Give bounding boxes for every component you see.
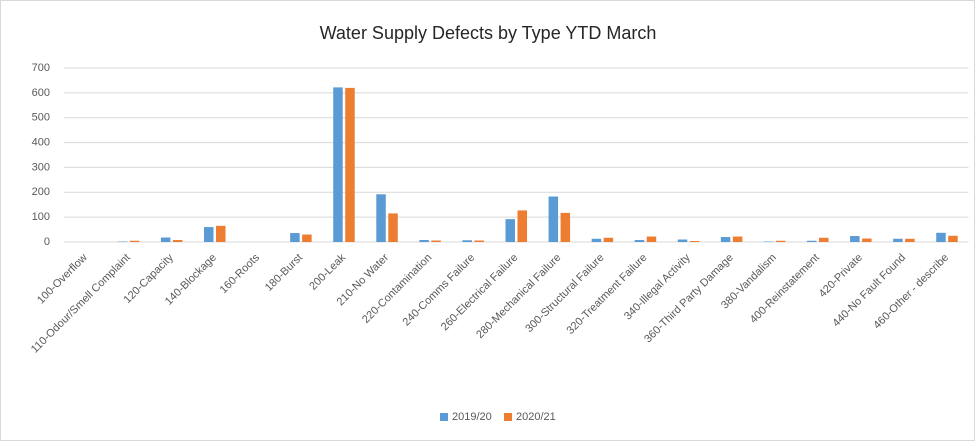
bar [204,227,214,242]
bar [517,210,527,242]
bar [431,240,441,242]
bar [172,240,183,242]
bar [850,236,860,242]
legend-swatch [504,413,512,421]
bar [462,240,472,242]
bar [591,238,602,242]
y-tick-label: 600 [32,87,50,99]
legend-swatch [440,413,448,421]
bar [775,240,786,242]
y-tick-label: 700 [32,62,50,74]
y-tick-label: 100 [32,211,50,223]
y-tick-label: 500 [32,112,50,124]
bar [560,212,571,242]
y-tick-label: 0 [44,236,50,248]
bar [474,240,484,242]
bar [290,233,300,242]
bar [936,232,946,242]
y-tick-label: 300 [32,161,50,173]
bar [376,194,386,242]
bar [893,238,903,242]
bar [603,237,614,242]
bar [905,238,915,242]
bar [333,87,343,242]
bar [345,87,355,242]
bar [302,234,312,242]
bar [807,240,817,242]
bar [677,239,688,242]
bar [419,240,429,242]
y-tick-label: 200 [32,186,50,198]
bar [216,225,226,242]
bar [720,237,731,242]
legend-label: 2019/20 [452,411,492,423]
bar [634,240,645,242]
legend-label: 2020/21 [516,411,556,423]
bar [689,241,700,242]
bar [819,237,829,242]
bar [732,236,743,242]
y-tick-label: 400 [32,136,50,148]
bar [160,237,171,242]
chart-title: Water Supply Defects by Type YTD March [320,23,657,43]
bar [388,213,398,242]
bar [548,196,559,242]
bar [948,235,958,242]
bar [505,219,515,242]
bar [646,236,657,242]
bar [862,238,872,242]
bar [129,240,140,242]
